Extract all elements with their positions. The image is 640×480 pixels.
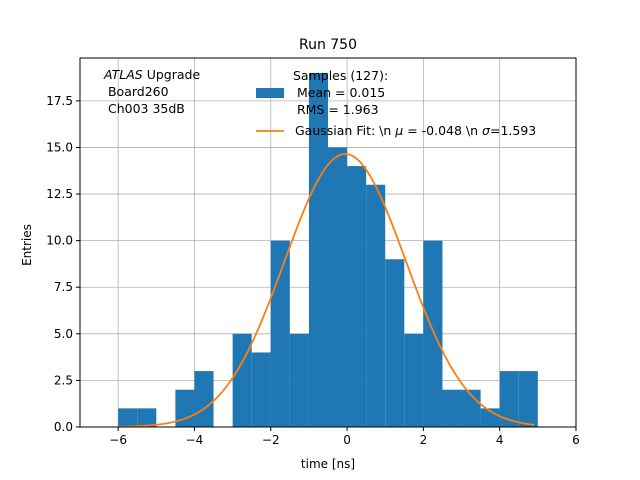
annotation-text: ATLAS Upgrade Board260 Ch003 35dB — [103, 67, 200, 116]
histogram-bar-13 — [366, 184, 386, 427]
chart-title: Run 750 — [299, 37, 357, 53]
histogram-bar-9 — [289, 333, 309, 427]
legend-fit-sigma-symbol: σ — [482, 123, 491, 138]
y-tick-label-0: 0.0 — [54, 420, 73, 434]
x-axis-ticks: −6 −4 −2 0 2 4 6 — [109, 427, 580, 447]
y-tick-label-4: 10.0 — [46, 234, 73, 248]
gaussian-fit-curve — [118, 153, 535, 428]
y-tick-label-2: 5.0 — [54, 327, 73, 341]
histogram-bar-8 — [270, 240, 290, 427]
x-tick-label-3: 0 — [343, 433, 351, 447]
y-tick-label-5: 12.5 — [46, 187, 73, 201]
histogram-bar-0 — [118, 408, 138, 427]
histogram-bar-7 — [251, 352, 271, 427]
legend-fit-label-a: Gaussian Fit: \n — [295, 123, 395, 138]
x-tick-label-1: −4 — [186, 433, 204, 447]
histogram-bar-20 — [499, 371, 519, 427]
annotation-italic: ATLAS — [103, 67, 143, 82]
fit-curve-group — [118, 153, 535, 428]
histogram-bar-1 — [137, 408, 157, 427]
x-tick-label-2: −2 — [262, 433, 280, 447]
legend-histogram-label-line-3: RMS = 1.963 — [293, 102, 379, 117]
y-tick-label-1: 2.5 — [54, 373, 73, 387]
histogram-bar-6 — [232, 333, 252, 427]
x-tick-label-5: 4 — [496, 433, 504, 447]
x-tick-label-4: 2 — [420, 433, 428, 447]
y-axis-ticks: 0.0 2.5 5.0 7.5 10.0 12.5 15.0 17.5 — [46, 94, 80, 434]
histogram-bar-16 — [423, 240, 443, 427]
y-tick-label-7: 17.5 — [46, 94, 73, 108]
legend: Samples (127): Mean = 0.015 RMS = 1.963 … — [256, 68, 536, 138]
histogram-bar-15 — [404, 333, 424, 427]
legend-fit-label: Gaussian Fit: \n μ = -0.048 \n σ=1.593 — [295, 123, 536, 138]
annotation-line-1-rest: Upgrade — [143, 67, 201, 82]
legend-fit-mu-symbol: μ — [394, 123, 403, 138]
legend-fit-label-c: =1.593 — [490, 123, 536, 138]
histogram-bar-12 — [347, 166, 367, 427]
y-tick-label-6: 15.0 — [46, 140, 73, 154]
histogram-bar-14 — [385, 259, 405, 427]
y-axis-label: Entries — [20, 224, 34, 266]
histogram-bar-11 — [328, 147, 348, 428]
annotation-line-2: Board260 — [104, 84, 169, 99]
legend-histogram-swatch — [256, 88, 284, 98]
annotation-line-1: ATLAS Upgrade — [103, 67, 200, 82]
histogram-bar-4 — [194, 371, 214, 427]
x-tick-label-0: −6 — [109, 433, 127, 447]
histogram-bar-10 — [308, 72, 328, 427]
histogram-bar-21 — [518, 371, 538, 427]
annotation-line-3: Ch003 35dB — [104, 101, 185, 116]
legend-fit-label-b: = -0.048 \n — [403, 123, 482, 138]
histogram-bar-17 — [442, 389, 462, 427]
legend-histogram-label-line-2: Mean = 0.015 — [293, 85, 385, 100]
legend-histogram-label-line-1: Samples (127): — [293, 68, 388, 83]
x-axis-label: time [ns] — [301, 457, 355, 471]
x-tick-label-6: 6 — [572, 433, 580, 447]
y-tick-label-3: 7.5 — [54, 280, 73, 294]
histogram-bar-3 — [175, 389, 195, 427]
histogram-bars — [118, 72, 538, 428]
plot-frame — [79, 57, 577, 428]
